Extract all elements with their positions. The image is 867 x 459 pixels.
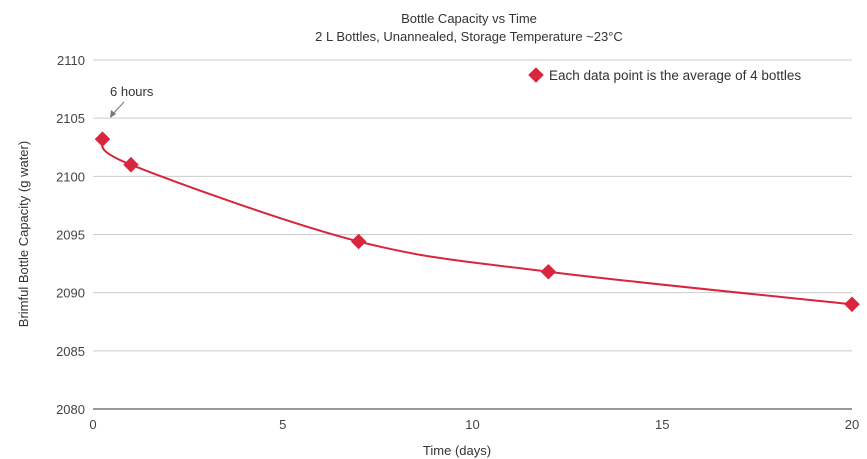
y-tick-label: 2110 xyxy=(57,53,85,68)
annotation-label: 6 hours xyxy=(110,84,154,99)
data-point xyxy=(350,233,367,250)
data-point xyxy=(123,156,139,173)
y-tick-label: 2085 xyxy=(56,344,85,359)
series-line xyxy=(101,138,853,306)
chart-subtitle: 2 L Bottles, Unannealed, Storage Tempera… xyxy=(315,29,623,44)
y-tick-label: 2105 xyxy=(56,111,85,126)
y-axis-title: Brimful Bottle Capacity (g water) xyxy=(16,141,31,327)
tick-labels: 2080 2085 2090 2095 2100 2105 2110 0 5 10 15 20 xyxy=(56,53,859,432)
data-markers xyxy=(94,131,860,313)
legend: Each data point is the average of 4 bott… xyxy=(528,67,801,83)
legend-label: Each data point is the average of 4 bott… xyxy=(549,68,801,83)
annotation-arrowhead xyxy=(110,110,116,118)
y-tick-label: 2100 xyxy=(56,169,85,184)
x-axis-title: Time (days) xyxy=(423,443,491,458)
y-tick-label: 2095 xyxy=(56,228,85,243)
y-tick-label: 2090 xyxy=(56,286,85,301)
x-tick-label: 15 xyxy=(655,417,669,432)
x-tick-label: 5 xyxy=(279,417,286,432)
grid-lines xyxy=(93,59,852,352)
data-point xyxy=(94,131,111,147)
annotation: 6 hours xyxy=(110,84,154,118)
x-tick-label: 10 xyxy=(465,417,479,432)
series-layer xyxy=(101,138,853,306)
chart-title: Bottle Capacity vs Time xyxy=(401,11,537,26)
data-point xyxy=(844,296,860,313)
x-tick-label: 0 xyxy=(89,417,96,432)
legend-marker xyxy=(528,67,544,83)
x-tick-label: 20 xyxy=(845,417,859,432)
data-point xyxy=(540,263,557,280)
y-tick-label: 2080 xyxy=(56,402,85,417)
